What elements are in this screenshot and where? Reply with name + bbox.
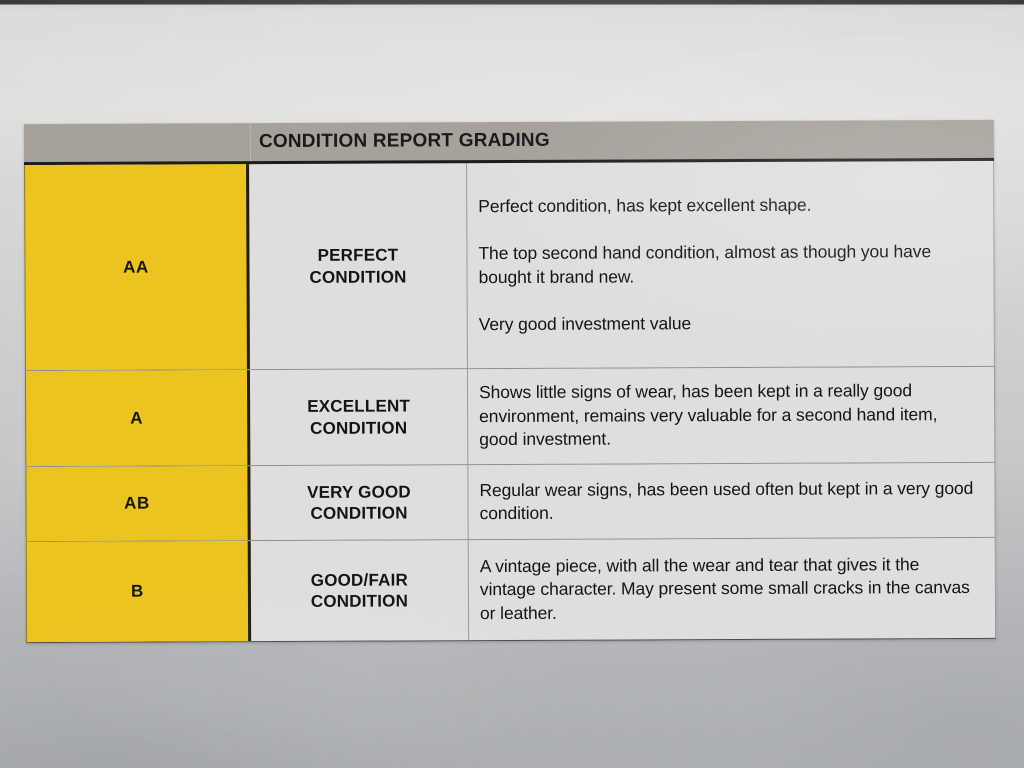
condition-label: GOOD/FAIR CONDITION	[310, 570, 409, 611]
description-paragraph: Very good investment value	[478, 313, 692, 335]
condition-cell-ab: VERY GOOD CONDITION	[250, 465, 469, 541]
grade-cell-aa: AA	[24, 164, 250, 371]
condition-report-grading-table: CONDITION REPORT GRADING AA PERFECT COND…	[23, 119, 997, 644]
description-paragraph: The top second hand condition, almost as…	[478, 241, 932, 287]
description-paragraph: Perfect condition, has kept excellent sh…	[478, 194, 812, 216]
description-cell-b: A vintage piece, with all the wear and t…	[468, 537, 997, 641]
condition-cell-aa: PERFECT CONDITION	[249, 163, 468, 370]
table-header-band: CONDITION REPORT GRADING	[23, 119, 995, 166]
grade-label: AB	[124, 493, 150, 513]
grade-label: B	[130, 581, 144, 601]
description-paragraph: A vintage piece, with all the wear and t…	[479, 554, 970, 623]
description-paragraph: Shows little signs of wear, has been kep…	[479, 380, 938, 450]
table-row: A EXCELLENT CONDITION Shows little signs…	[24, 366, 996, 468]
description-paragraph: Regular wear signs, has been used often …	[479, 477, 974, 524]
description-cell-a: Shows little signs of wear, has been kep…	[467, 366, 996, 465]
grade-cell-b: B	[25, 541, 252, 643]
condition-label: PERFECT CONDITION	[309, 245, 407, 287]
description-cell-ab: Regular wear signs, has been used often …	[468, 462, 996, 540]
description-cell-aa: Perfect condition, has kept excellent sh…	[467, 160, 995, 369]
grade-cell-ab: AB	[25, 466, 251, 542]
grade-cell-a: A	[24, 370, 251, 467]
table-row: B GOOD/FAIR CONDITION A vintage piece, w…	[25, 537, 997, 644]
table-row: AB VERY GOOD CONDITION Regular wear sign…	[25, 462, 996, 543]
condition-cell-b: GOOD/FAIR CONDITION	[250, 540, 470, 642]
table-row: AA PERFECT CONDITION Perfect condition, …	[24, 160, 995, 372]
condition-cell-a: EXCELLENT CONDITION	[249, 369, 469, 466]
grade-label: AA	[123, 257, 149, 277]
condition-label: EXCELLENT CONDITION	[307, 396, 411, 438]
grade-label: A	[130, 408, 144, 428]
condition-label: VERY GOOD CONDITION	[307, 482, 411, 523]
page-title: CONDITION REPORT GRADING	[258, 129, 550, 153]
